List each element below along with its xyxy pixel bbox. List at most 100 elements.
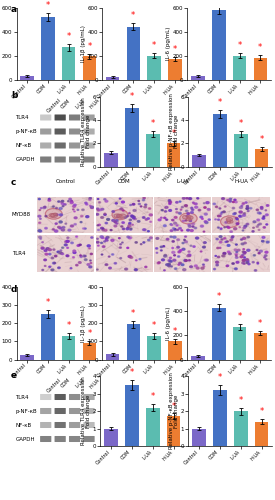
Circle shape [246,260,249,262]
Circle shape [164,270,165,271]
Circle shape [165,211,167,212]
Circle shape [194,265,197,267]
Circle shape [135,269,137,270]
Circle shape [70,225,73,227]
Bar [213,114,227,166]
Circle shape [259,250,262,252]
Circle shape [241,243,244,245]
Circle shape [221,216,239,228]
Circle shape [191,209,194,210]
FancyBboxPatch shape [54,408,66,414]
Circle shape [247,207,249,208]
Circle shape [101,216,104,218]
Circle shape [184,260,187,262]
Bar [106,354,119,360]
Circle shape [143,229,146,230]
Bar [168,342,182,359]
Circle shape [169,257,172,258]
Circle shape [80,255,81,256]
Circle shape [218,256,220,258]
Circle shape [257,212,260,214]
Circle shape [43,206,46,208]
Circle shape [246,262,249,263]
Bar [62,336,75,359]
Circle shape [168,265,170,267]
Circle shape [129,219,132,220]
Circle shape [130,256,133,258]
Circle shape [202,264,204,265]
Circle shape [186,218,191,220]
FancyBboxPatch shape [40,142,51,148]
Bar [254,58,267,80]
Circle shape [129,212,130,214]
Circle shape [101,254,103,255]
Circle shape [226,218,233,222]
Circle shape [89,198,91,199]
Text: *: * [152,322,156,330]
Circle shape [166,264,169,266]
FancyBboxPatch shape [69,394,80,400]
Circle shape [74,217,77,219]
Circle shape [109,267,111,269]
Circle shape [235,202,237,203]
Circle shape [192,223,195,225]
Circle shape [58,201,60,202]
Circle shape [130,204,131,206]
Circle shape [172,228,174,229]
Circle shape [143,198,145,199]
Y-axis label: IL-6 (pg/mL): IL-6 (pg/mL) [166,306,171,340]
Circle shape [185,260,187,262]
Circle shape [121,208,123,210]
Circle shape [158,219,161,221]
Circle shape [89,248,90,249]
Circle shape [245,202,247,203]
Circle shape [150,237,152,238]
Circle shape [67,237,69,238]
Bar [192,428,206,446]
Circle shape [262,240,264,242]
FancyBboxPatch shape [54,142,66,148]
Circle shape [42,248,44,249]
Circle shape [185,241,188,242]
Circle shape [51,269,54,271]
Circle shape [101,242,103,244]
Text: *: * [87,42,92,51]
Circle shape [172,252,175,254]
Text: a: a [11,5,17,14]
Circle shape [163,225,166,226]
Circle shape [96,242,99,243]
Circle shape [145,266,147,268]
Circle shape [41,247,44,249]
Circle shape [114,262,117,264]
Circle shape [223,211,225,212]
Circle shape [121,226,123,227]
Circle shape [64,204,66,205]
Circle shape [262,236,265,238]
Circle shape [148,208,151,210]
Circle shape [265,210,266,211]
Circle shape [84,256,86,257]
Circle shape [126,228,129,230]
Circle shape [108,256,110,257]
Circle shape [185,210,188,212]
Circle shape [187,216,193,220]
Bar [104,152,118,166]
Circle shape [249,208,252,209]
Circle shape [263,226,265,228]
Circle shape [253,227,254,228]
Circle shape [181,206,183,208]
Bar [62,48,75,80]
Circle shape [120,244,122,245]
Text: *: * [151,392,155,401]
Circle shape [227,244,230,246]
Circle shape [193,203,194,204]
Text: *: * [152,42,156,50]
Circle shape [189,198,192,200]
Text: *: * [87,330,92,338]
Bar [20,76,34,80]
Circle shape [174,228,176,230]
Bar [125,385,139,446]
Circle shape [62,226,65,228]
Circle shape [220,228,222,229]
Circle shape [76,236,78,237]
